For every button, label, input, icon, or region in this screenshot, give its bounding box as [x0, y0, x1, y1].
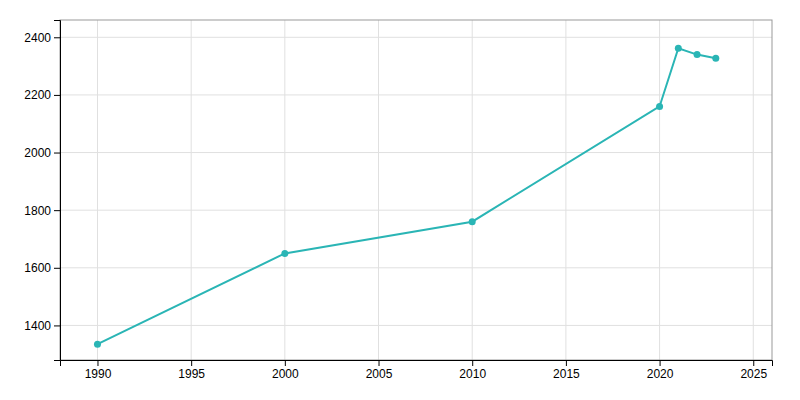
plot-frame [60, 20, 772, 360]
marker [469, 218, 476, 225]
marker [281, 250, 288, 257]
x-tick-mark [472, 360, 473, 366]
grid [60, 20, 772, 360]
grid-line [60, 210, 772, 211]
y-tick: 2400 [24, 31, 60, 45]
x-tick: 2015 [553, 360, 580, 381]
y-tick-label: 2200 [24, 88, 51, 102]
x-tick-mark [660, 360, 661, 366]
y-tick-mark [54, 153, 60, 154]
x-tick: 2010 [459, 360, 486, 381]
y-tick: 1800 [24, 204, 60, 218]
grid-line [60, 94, 772, 95]
grid-line [191, 20, 192, 360]
y-axis-line [54, 21, 61, 361]
x-tick-label: 2020 [647, 367, 674, 381]
marker [694, 51, 701, 58]
y-axis: 1400 1600 1800 2000 2200 2400 [24, 21, 60, 361]
x-tick-mark [285, 360, 286, 366]
marker [712, 55, 719, 62]
x-tick-label: 1995 [178, 367, 205, 381]
y-tick-mark [54, 325, 60, 326]
marker [675, 45, 682, 52]
y-tick: 1400 [24, 319, 60, 333]
x-axis-line [61, 361, 773, 367]
grid-line [60, 325, 772, 326]
x-tick-label: 2000 [272, 367, 299, 381]
y-tick: 2000 [24, 146, 60, 160]
y-tick-mark [54, 210, 60, 211]
x-tick: 2020 [647, 360, 674, 381]
y-tick-label: 2400 [24, 31, 51, 45]
y-tick-label: 2000 [24, 146, 51, 160]
plot-area: 1990 1995 2000 2005 2010 2015 2020 2025 1400 1600… [24, 20, 772, 381]
line [97, 48, 715, 344]
grid-line [753, 20, 754, 360]
grid-line [60, 152, 772, 153]
grid-line [472, 20, 473, 360]
grid-line [378, 20, 379, 360]
grid-line [60, 37, 772, 38]
chart: 1990 1995 2000 2005 2010 2015 2020 2025 1400 1600… [0, 0, 800, 400]
y-tick: 1600 [24, 261, 60, 275]
x-tick-mark [753, 360, 754, 366]
x-tick-label: 2025 [740, 367, 767, 381]
y-tick-label: 1600 [24, 261, 51, 275]
x-tick-mark [379, 360, 380, 366]
x-tick: 2000 [272, 360, 299, 381]
y-tick-mark [54, 268, 60, 269]
x-tick: 1990 [85, 360, 112, 381]
y-tick-mark [54, 95, 60, 96]
marker [94, 341, 101, 348]
y-tick-label: 1800 [24, 204, 51, 218]
marker [656, 103, 663, 110]
y-tick: 2200 [24, 88, 60, 102]
x-tick-label: 2015 [553, 367, 580, 381]
series [94, 45, 719, 348]
x-tick: 1995 [178, 360, 205, 381]
x-tick-label: 1990 [85, 367, 112, 381]
x-tick-mark [566, 360, 567, 366]
x-tick-mark [97, 360, 98, 366]
x-tick: 2005 [366, 360, 393, 381]
x-tick-label: 2010 [459, 367, 486, 381]
y-tick-label: 1400 [24, 319, 51, 333]
grid-line [60, 267, 772, 268]
x-axis: 1990 1995 2000 2005 2010 2015 2020 2025 [61, 360, 773, 381]
x-tick: 2025 [740, 360, 767, 381]
x-tick-label: 2005 [366, 367, 393, 381]
grid-line [97, 20, 98, 360]
y-tick-mark [54, 37, 60, 38]
grid-line [284, 20, 285, 360]
grid-line [565, 20, 566, 360]
x-tick-mark [191, 360, 192, 366]
grid-line [659, 20, 660, 360]
